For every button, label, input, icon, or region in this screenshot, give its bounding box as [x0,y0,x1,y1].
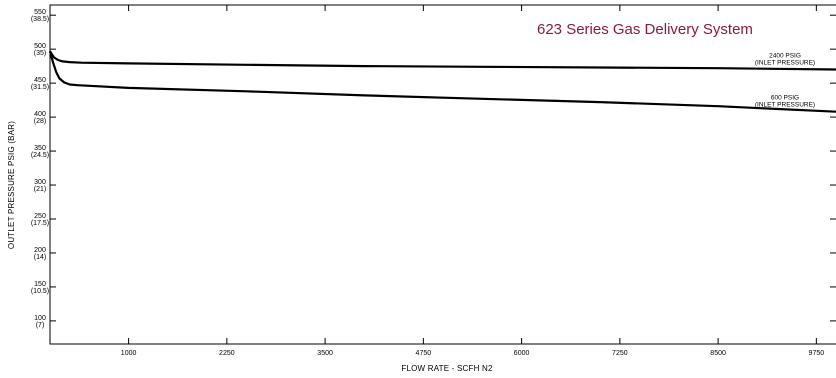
y-tick-bar-label: (31.5) [31,84,49,91]
series-label: 2400 PSIG [769,53,801,60]
series-line-2400-psig [49,50,836,71]
y-tick-label: 100 [34,315,46,322]
x-tick-label: 2250 [219,350,235,357]
y-tick-label: 450 [34,77,46,84]
y-axis-title: OUTLET PRESSURE PSIG (BAR) [7,121,16,249]
series-label-sub: (INLET PRESSURE) [755,102,815,109]
y-tick-bar-label: (21) [34,186,46,193]
y-tick-bar-label: (17.5) [31,220,49,227]
y-tick-label: 400 [34,111,46,118]
y-tick-bar-label: (7) [36,322,45,329]
x-tick-label: 4750 [416,350,432,357]
x-tick-label: 6000 [514,350,530,357]
series-line-600-psig [48,50,836,113]
y-tick-label: 550 [34,9,46,16]
y-tick-bar-label: (35) [34,50,46,57]
y-tick-bar-label: (14) [34,254,46,261]
y-tick-label: 300 [34,179,46,186]
x-tick-label: 7250 [612,350,628,357]
x-tick-label: 8500 [710,350,726,357]
series-label-sub: (INLET PRESSURE) [755,60,815,67]
chart-title: 623 Series Gas Delivery System [537,21,753,38]
y-tick-label: 250 [34,213,46,220]
plot-frame [49,4,836,345]
y-tick-bar-label: (28) [34,118,46,125]
y-tick-bar-label: (38.5) [31,16,49,23]
x-tick-label: 3500 [317,350,333,357]
y-tick-label: 350 [34,145,46,152]
x-tick-label: 9750 [809,350,825,357]
y-tick-label: 500 [34,43,46,50]
y-tick-bar-label: (10.5) [31,288,49,295]
y-tick-label: 200 [34,247,46,254]
y-tick-bar-label: (24.5) [31,152,49,159]
y-tick-label: 150 [34,281,46,288]
series-label: 600 PSIG [771,95,799,102]
x-tick-label: 1000 [121,350,137,357]
x-axis-title: FLOW RATE - SCFH N2 [401,364,493,373]
